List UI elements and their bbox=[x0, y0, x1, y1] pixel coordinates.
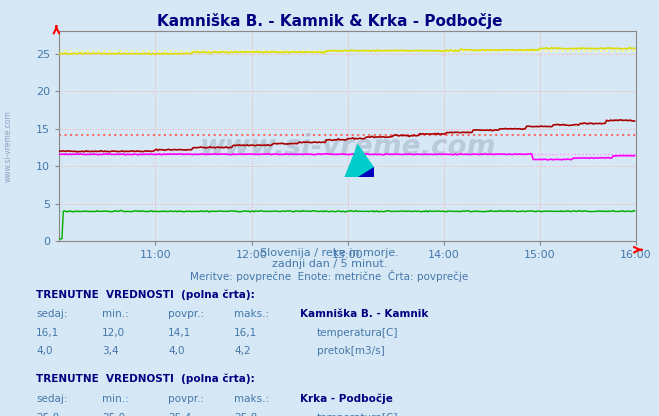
Text: min.:: min.: bbox=[102, 309, 129, 319]
Text: 16,1: 16,1 bbox=[36, 328, 59, 338]
Text: 14,1: 14,1 bbox=[168, 328, 191, 338]
Text: www.si-vreme.com: www.si-vreme.com bbox=[3, 110, 13, 181]
Text: 4,0: 4,0 bbox=[168, 346, 185, 356]
Text: Kamniška B. - Kamnik & Krka - Podbočje: Kamniška B. - Kamnik & Krka - Podbočje bbox=[157, 13, 502, 29]
Text: 12,0: 12,0 bbox=[102, 328, 125, 338]
Text: 25,4: 25,4 bbox=[168, 413, 191, 416]
Text: 4,2: 4,2 bbox=[234, 346, 250, 356]
Text: povpr.:: povpr.: bbox=[168, 309, 204, 319]
Text: 25,0: 25,0 bbox=[102, 413, 125, 416]
Text: Meritve: povprečne  Enote: metrične  Črta: povprečje: Meritve: povprečne Enote: metrične Črta:… bbox=[190, 270, 469, 282]
Text: 16,1: 16,1 bbox=[234, 328, 257, 338]
Text: temperatura[C]: temperatura[C] bbox=[317, 328, 399, 338]
Text: Krka - Podbočje: Krka - Podbočje bbox=[300, 394, 393, 404]
Text: 25,8: 25,8 bbox=[36, 413, 59, 416]
Text: TRENUTNE  VREDNOSTI  (polna črta):: TRENUTNE VREDNOSTI (polna črta): bbox=[36, 374, 255, 384]
Text: Slovenija / reke in morje.: Slovenija / reke in morje. bbox=[260, 248, 399, 258]
Text: pretok[m3/s]: pretok[m3/s] bbox=[317, 346, 385, 356]
Polygon shape bbox=[344, 144, 374, 177]
Polygon shape bbox=[358, 167, 374, 177]
Text: sedaj:: sedaj: bbox=[36, 394, 68, 404]
Text: 25,8: 25,8 bbox=[234, 413, 257, 416]
Text: temperatura[C]: temperatura[C] bbox=[317, 413, 399, 416]
Text: maks.:: maks.: bbox=[234, 394, 269, 404]
Text: 3,4: 3,4 bbox=[102, 346, 119, 356]
Text: TRENUTNE  VREDNOSTI  (polna črta):: TRENUTNE VREDNOSTI (polna črta): bbox=[36, 289, 255, 300]
Text: zadnji dan / 5 minut.: zadnji dan / 5 minut. bbox=[272, 259, 387, 269]
Text: min.:: min.: bbox=[102, 394, 129, 404]
Text: maks.:: maks.: bbox=[234, 309, 269, 319]
Text: Kamniška B. - Kamnik: Kamniška B. - Kamnik bbox=[300, 309, 428, 319]
Text: www.si-vreme.com: www.si-vreme.com bbox=[200, 133, 496, 161]
Text: 4,0: 4,0 bbox=[36, 346, 53, 356]
Text: povpr.:: povpr.: bbox=[168, 394, 204, 404]
Text: sedaj:: sedaj: bbox=[36, 309, 68, 319]
